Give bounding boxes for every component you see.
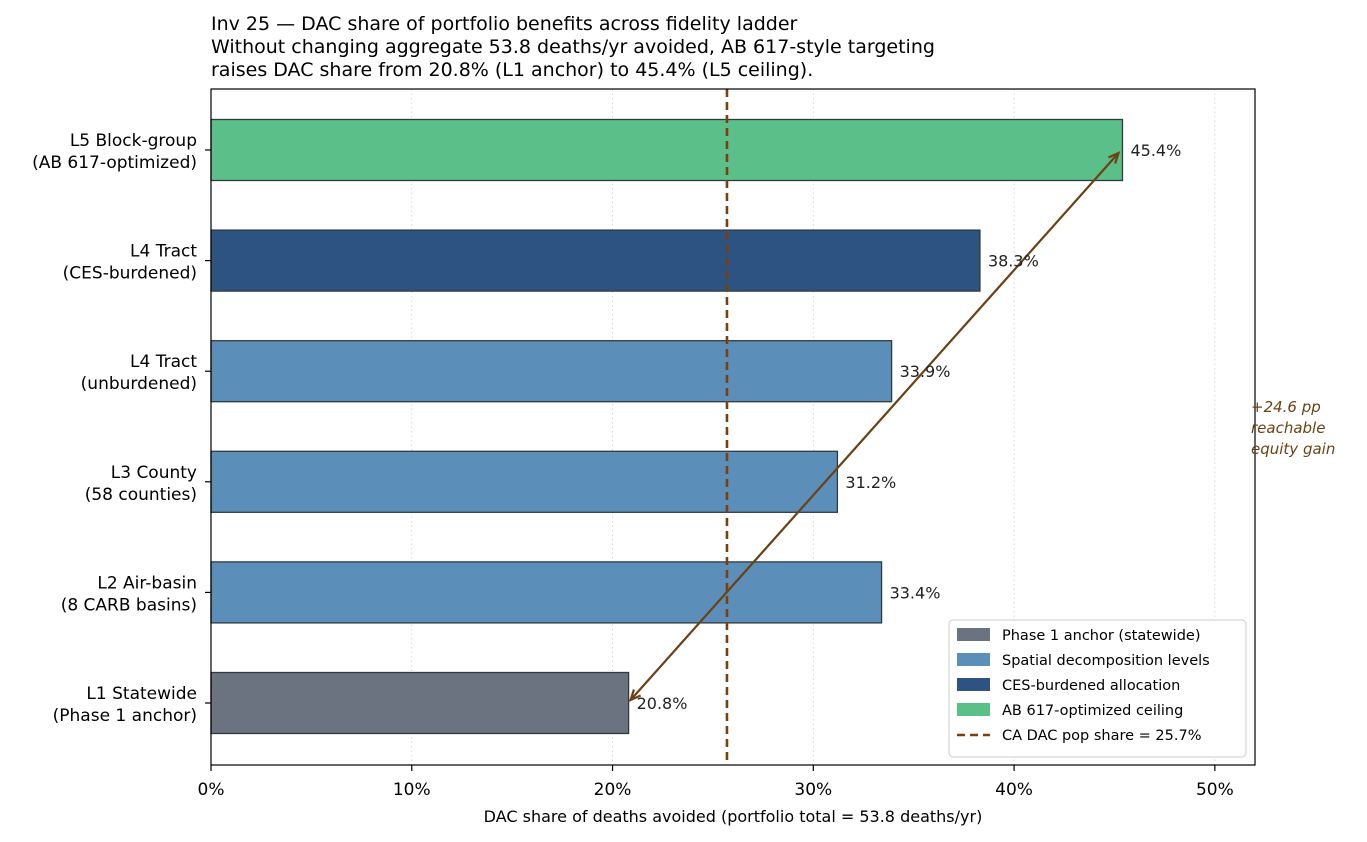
- annotation-line-2: equity gain: [1251, 440, 1335, 458]
- x-tick-label-3: 30%: [794, 780, 832, 800]
- annotation-arrow-head-bottom: [628, 689, 642, 703]
- y-tick-label-3: L4 Tract (unburdened): [81, 352, 198, 394]
- legend-swatch-1: [957, 653, 990, 666]
- data-label-5: 45.4%: [1130, 141, 1181, 160]
- annotation-arrow-head-top: [1108, 150, 1121, 164]
- chart-title-line-2: Without changing aggregate 53.8 deaths/y…: [211, 36, 935, 58]
- chart-title-line-3: raises DAC share from 20.8% (L1 anchor) …: [211, 59, 813, 81]
- x-tick-label-1: 10%: [393, 780, 431, 800]
- x-axis: 0% 10% 20% 30% 40% 50%: [198, 765, 1234, 800]
- plot-frame: [210, 88, 1256, 766]
- y-axis: L1 Statewide (Phase 1 anchor) L2 Air-basin…: [32, 131, 211, 726]
- annotation-arrow-group: [628, 150, 1121, 703]
- x-tick-label-2: 20%: [594, 780, 632, 800]
- bar-0: [210, 671, 630, 735]
- y-tick-label-2: L3 County (58 counties): [85, 463, 197, 505]
- legend-label-4: CA DAC pop share = 25.7%: [1002, 728, 1201, 744]
- y-tick-label-4: L4 Tract (CES-burdened): [63, 242, 198, 284]
- data-label-4: 38.3%: [988, 252, 1039, 271]
- data-labels: 20.8% 33.4% 31.2% 33.9% 38.3% 45.4%: [637, 141, 1182, 713]
- legend-label-3: AB 617-optimized ceiling: [1002, 703, 1183, 719]
- bar-1: [210, 561, 883, 624]
- equity-gain-annotation: +24.6 pp reachable equity gain: [1251, 398, 1335, 458]
- y-tick-label-0: L1 Statewide (Phase 1 anchor): [53, 684, 197, 726]
- bar-4: [210, 229, 981, 292]
- bar-2: [210, 450, 839, 513]
- chart-title: Inv 25 — DAC share of portfolio benefits…: [211, 13, 935, 81]
- legend-box: [948, 619, 1247, 758]
- annotation-line-0: +24.6 pp: [1251, 398, 1321, 416]
- y-tick-label-1: L2 Air-basin (8 CARB basins): [61, 573, 197, 615]
- legend-swatch-2: [957, 678, 990, 691]
- x-tick-label-0: 0%: [198, 780, 225, 800]
- x-axis-label: DAC share of deaths avoided (portfolio t…: [484, 807, 983, 826]
- annotation-line-1: reachable: [1251, 419, 1325, 437]
- bar-3: [210, 340, 893, 403]
- legend-label-0: Phase 1 anchor (statewide): [1002, 628, 1200, 644]
- data-label-2: 31.2%: [845, 473, 896, 492]
- chart-title-line-1: Inv 25 — DAC share of portfolio benefits…: [211, 13, 798, 35]
- x-tick-label-5: 50%: [1196, 780, 1234, 800]
- data-label-0: 20.8%: [637, 694, 688, 713]
- legend: Phase 1 anchor (statewide) Spatial decomp…: [948, 619, 1247, 758]
- annotation-arrow-line: [629, 152, 1120, 701]
- legend-label-2: CES-burdened allocation: [1002, 678, 1180, 694]
- y-tick-label-5: L5 Block-group (AB 617-optimized): [32, 131, 197, 173]
- bars: [210, 118, 1124, 735]
- legend-label-1: Spatial decomposition levels: [1002, 653, 1210, 669]
- x-tick-label-4: 40%: [995, 780, 1033, 800]
- bar-5: [210, 118, 1124, 182]
- legend-swatch-3: [957, 703, 990, 716]
- data-label-1: 33.4%: [890, 583, 941, 602]
- data-label-3: 33.9%: [900, 362, 951, 381]
- legend-swatch-0: [957, 628, 990, 641]
